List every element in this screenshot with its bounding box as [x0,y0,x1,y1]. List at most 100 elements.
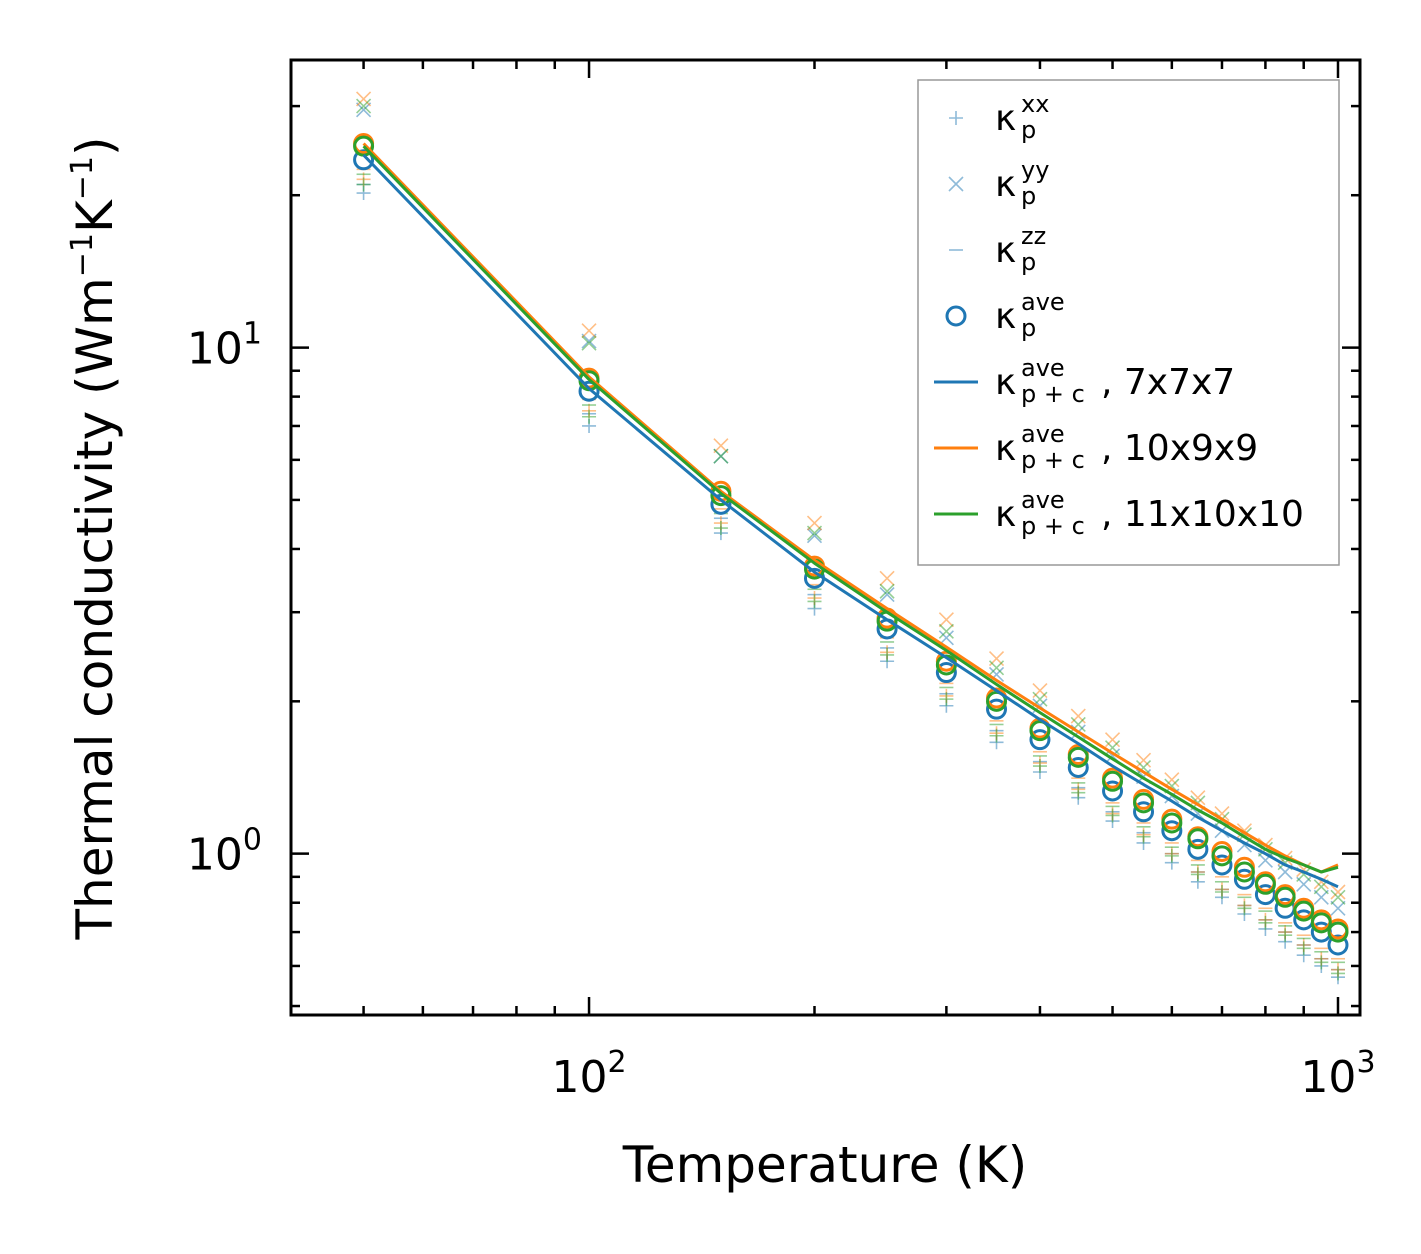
kappa-ave-point-mesh1 [578,380,600,402]
kappa-xx-point-mesh3 [1071,785,1086,800]
kappa-yy-point-mesh3 [1104,740,1121,756]
kappa-ave-point-mesh3 [1327,921,1349,943]
legend-box [917,79,1340,566]
kappa-ave-point-mesh3 [1161,812,1183,834]
kappa-yy-point-mesh3 [938,623,954,639]
y-tick-label: 101 [187,317,262,375]
kappa-yy-point-mesh3 [806,525,823,541]
kappa-xx-point-mesh3 [1214,884,1229,899]
kappa-xx-point-mesh3 [807,594,822,609]
legend: κ pxx κ pyy κ pzz κ pave κ p + cave, 7x7x7 κ p + ca… [917,79,1340,566]
kappa-yy-point-mesh1 [806,528,823,544]
kappa-yy-point-mesh2 [1104,732,1121,748]
kappa-xx-point-mesh3 [939,692,954,707]
kappa-ave-point-mesh3 [1254,873,1276,895]
kappa-yy-point-mesh3 [1330,889,1346,905]
kappa-xx-point-mesh3 [989,728,1004,743]
kappa-ave-point-mesh3 [1187,828,1209,850]
kappa-xx-point-mesh3 [1237,901,1252,916]
kappa-yy-point-mesh2 [356,91,372,107]
kappa-ave-point-mesh1 [1211,854,1233,876]
kappa-yy-point-mesh3 [713,448,729,464]
kappa-ave-point-mesh3 [1274,886,1296,908]
legend-marker-xx [949,111,963,125]
kappa-ave-point-mesh3 [710,485,732,507]
x-tick-label: 102 [551,1045,626,1103]
kappa-yy-point-mesh1 [1330,900,1346,916]
kappa-yy-point-mesh2 [879,570,895,586]
kappa-ave-point-mesh1 [1029,729,1051,751]
plot-frame [289,58,1362,1017]
x-axis-label: Temperature (K) [622,1136,1027,1194]
kappa-xx-point-mesh3 [1330,966,1345,981]
kappa-ave-point-mesh1 [1327,934,1349,956]
kappa-ave-point-mesh1 [1067,757,1089,779]
x-tick-label: 103 [1300,1045,1375,1103]
kappa-yy-point-mesh2 [1214,806,1230,822]
kappa-xx-point-mesh3 [1278,928,1293,943]
kappa-ave-point-mesh1 [710,493,732,515]
kappa-xx-point-mesh3 [880,647,895,662]
plot-data [353,91,1349,985]
kappa-yy-point-mesh2 [1330,884,1346,900]
kappa-ave-point-mesh3 [1102,770,1124,792]
kappa-ave-point-mesh3 [1211,845,1233,867]
kappa-ave-point-mesh3 [1029,720,1051,742]
kappa-ave-point-mesh1 [1254,884,1276,906]
kappa-xx-point-mesh3 [1314,955,1329,970]
kappa-yy-point-mesh3 [581,335,597,351]
kappa-yy-point-mesh3 [988,660,1005,676]
kappa-ave-point-mesh3 [1067,746,1089,768]
legend-marker-ave [945,305,967,327]
kappa-ave-point-mesh3 [1133,792,1155,814]
kappa-yy-point-mesh2 [713,438,729,454]
y-axis-label: Thermal conductivity (Wm−1K−1) [65,137,124,941]
kappa-ave-point-mesh3 [1293,900,1315,922]
kappa-ave-point-mesh1 [353,149,375,171]
kappa-yy-point-mesh2 [1135,752,1152,768]
kappa-yy-point-mesh3 [356,98,372,114]
kappa-pc-line-7x7x7 [362,154,1339,889]
legend-label-ave: κ pave [995,288,1065,342]
kappa-ave-point-mesh1 [1102,780,1124,802]
kappa-yy-point-mesh2 [938,612,954,628]
kappa-yy-point-mesh1 [988,666,1005,683]
kappa-xx-point-mesh3 [713,521,728,536]
kappa-xx-point-mesh3 [1190,867,1205,882]
kappa-ave-point-mesh1 [1233,868,1255,890]
kappa-yy-point-mesh1 [1313,889,1329,905]
legend-label-zz: κ pzz [995,222,1046,276]
legend-label-xx: κ pxx [995,90,1049,144]
kappa-xx-point-mesh3 [1296,941,1311,956]
legend-marker-yy [948,176,964,192]
kappa-ave-point-mesh3 [1233,861,1255,883]
kappa-yy-point-mesh2 [581,323,597,339]
kappa-pc-line-11x10x10 [362,145,1339,874]
kappa-xx-point-mesh3 [1164,848,1179,863]
kappa-ave-point-mesh3 [1310,912,1332,934]
kappa-ave-point-mesh1 [1187,838,1209,860]
legend-label-yy: κ pyy [995,156,1049,210]
kappa-ave-point-mesh1 [986,698,1008,720]
y-tick-label: 100 [187,823,262,881]
kappa-yy-point-mesh1 [879,587,895,603]
axis-ticks: 102 103 100 101 [187,60,1376,1103]
kappa-ave-point-mesh1 [935,662,957,684]
kappa-xx-point-mesh3 [1258,915,1273,930]
kappa-xx-point-mesh3 [582,409,597,424]
kappa-yy-point-mesh1 [356,102,372,118]
kappa-pc-line-10x9x9 [362,142,1339,874]
kappa-xx-point-mesh3 [1136,829,1151,844]
kappa-ave-point-mesh1 [1161,820,1183,842]
kappa-xx-point-mesh3 [1032,759,1047,774]
kappa-yy-point-mesh2 [1164,772,1180,788]
kappa-yy-point-mesh3 [879,583,895,599]
kappa-yy-point-mesh3 [1135,759,1152,776]
kappa-yy-point-mesh2 [1032,683,1048,699]
kappa-ave-point-mesh1 [1133,801,1155,823]
